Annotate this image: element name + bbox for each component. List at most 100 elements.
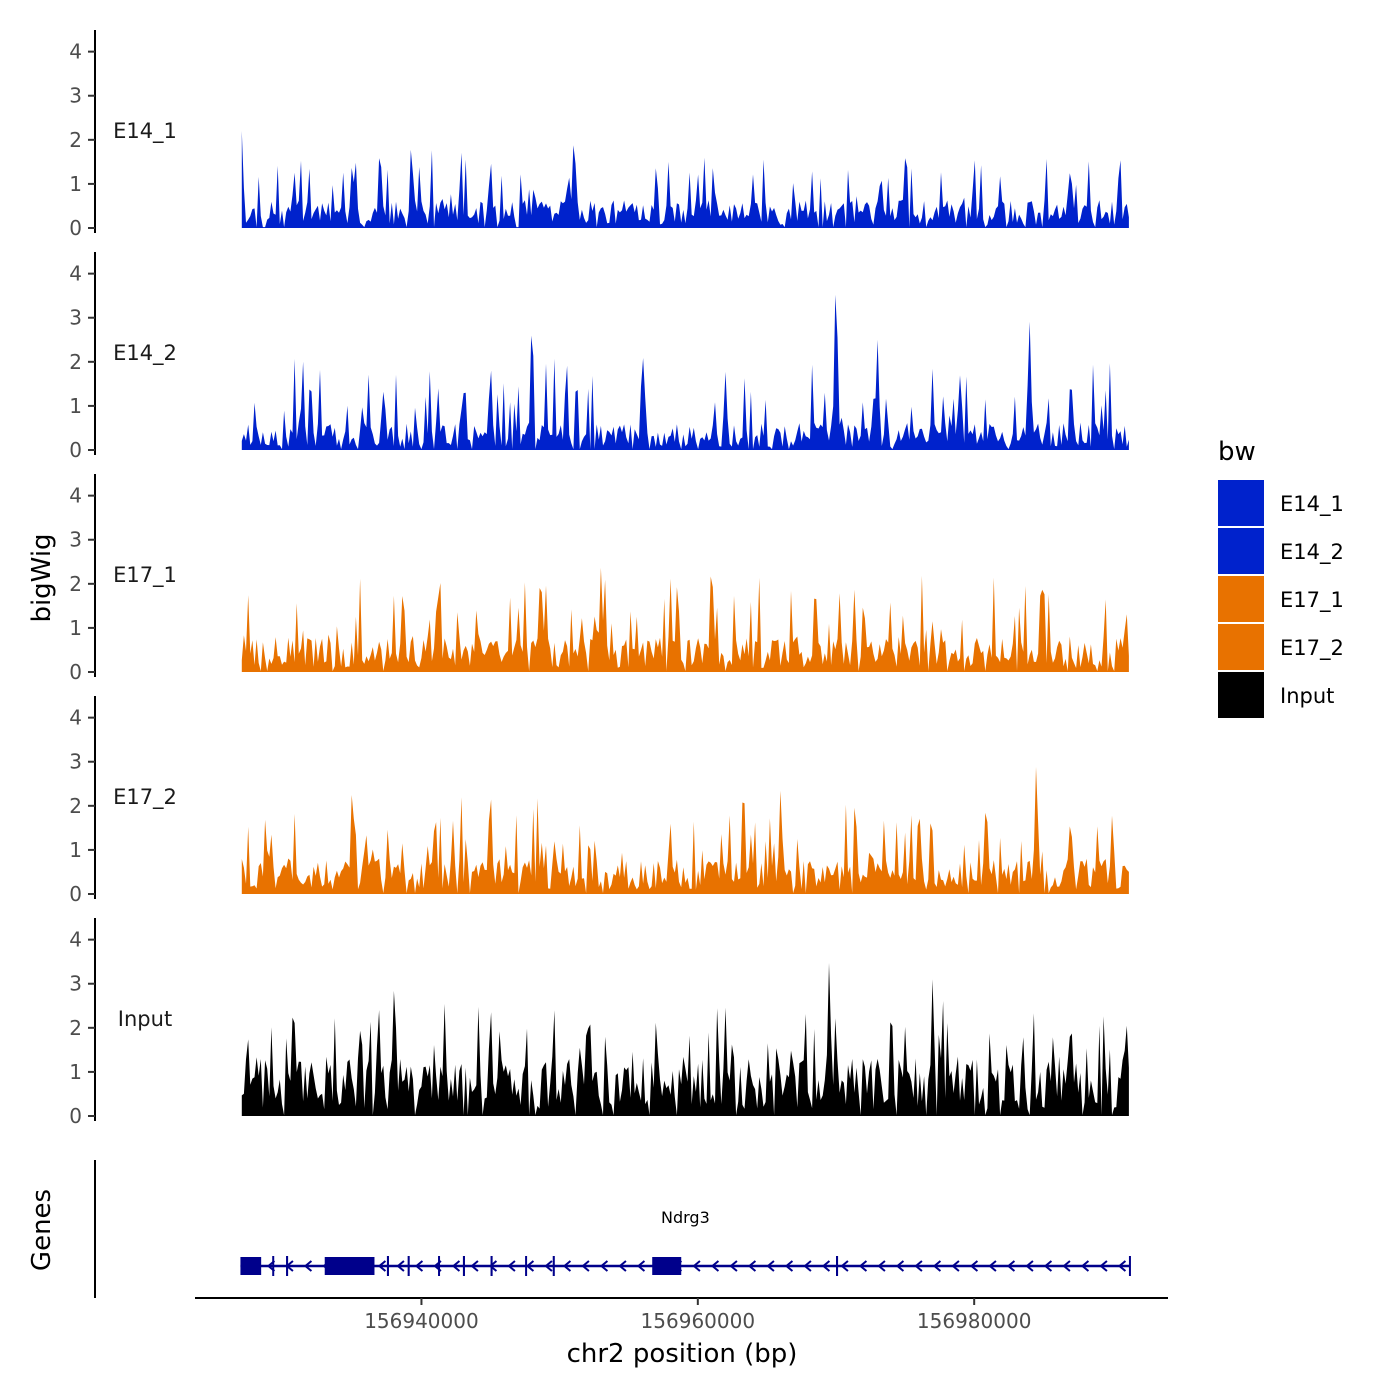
strand-arrow [1025,1260,1034,1272]
strand-arrow [1062,1260,1071,1272]
strand-arrow [932,1260,942,1272]
strand-arrow [303,1260,313,1272]
strand-arrow [451,1260,461,1272]
y-tick-label: 3 [69,306,82,330]
y-tick-label: 4 [69,40,82,64]
exon [272,1256,275,1276]
strand-arrow [840,1260,849,1272]
track-label: E14_1 [113,119,177,144]
track-e14-2: 0 1 2 3 4 E14_2 [69,252,1129,462]
track-label: E17_1 [113,563,177,588]
strand-arrow [525,1260,535,1272]
strand-arrow [988,1260,997,1272]
strand-arrow [951,1260,960,1272]
legend-swatch-input [1218,672,1264,718]
legend-label: E14_1 [1280,492,1344,517]
y-tick-label: 3 [69,528,82,552]
strand-arrow [562,1260,572,1272]
strand-arrow [784,1260,794,1272]
track-e17-2: 0 1 2 3 4 E17_2 [69,696,1129,906]
strand-arrow [507,1260,516,1272]
x-tick-label: 156940000 [364,1309,479,1333]
exon [525,1256,528,1276]
strand-arrow [599,1260,609,1272]
legend-swatch-e14-2 [1218,528,1264,574]
x-axis: 156940000 156960000 156980000 [195,1297,1168,1333]
y-tick-label: 2 [69,128,82,152]
strand-arrow [729,1260,738,1272]
track-e14-1: 0 1 2 3 4 E14_1 [69,30,1129,240]
legend-title: bw [1218,437,1256,467]
y-tick-label: 2 [69,794,82,818]
legend: bw E14_1 E14_2 E17_1 E17_2 Input [1218,437,1344,718]
legend-label: E17_2 [1280,636,1344,661]
legend-label: E14_2 [1280,540,1344,565]
y-tick-label: 0 [69,660,82,684]
track-label: Input [118,1007,172,1031]
y-tick-label: 0 [69,216,82,240]
exon [286,1256,289,1276]
y-tick-label: 4 [69,262,82,286]
y-tick-label: 0 [69,438,82,462]
exon [1128,1256,1131,1276]
strand-arrow [396,1260,405,1272]
strand-arrow [747,1260,757,1272]
strand-arrow [1080,1260,1090,1272]
strand-arrow [1043,1260,1053,1272]
exon [490,1256,493,1276]
y-tick-label: 1 [69,616,82,640]
track-label: E17_2 [113,785,177,810]
strand-arrow [1006,1260,1016,1272]
y-tick-label: 2 [69,1016,82,1040]
strand-arrow [377,1260,387,1272]
signal-area-e17-2 [241,766,1129,894]
strand-arrow [858,1260,868,1272]
strand-arrow [544,1260,553,1272]
strand-arrow [1099,1260,1108,1272]
strand-arrow [636,1260,646,1272]
y-axis-title: bigWig [27,533,57,622]
y-tick-label: 3 [69,750,82,774]
y-tick-label: 0 [69,1104,82,1128]
signal-area-e14-1 [241,131,1129,228]
strand-arrow [488,1260,498,1272]
gene-name-label: Ndrg3 [661,1208,710,1227]
track-label: E14_2 [113,341,177,366]
y-tick-label: 1 [69,172,82,196]
strand-arrow [877,1260,886,1272]
strand-arrow [803,1260,812,1272]
gene-track-title: Genes [27,1189,57,1271]
y-tick-label: 2 [69,350,82,374]
track-input: 0 1 2 3 4 Input [69,918,1129,1128]
legend-swatch-e17-1 [1218,576,1264,622]
y-tick-label: 4 [69,484,82,508]
strand-arrow [581,1260,590,1272]
y-tick-label: 1 [69,838,82,862]
exon [407,1256,410,1276]
legend-label: Input [1280,684,1334,708]
legend-swatch-e17-2 [1218,624,1264,670]
bigwig-tracks: 0 1 2 3 4 E14_1 0 1 2 3 4 E14_2 0 1 2 3 4 E17_1 0 1 2 3 4 E17_2… [69,30,1129,1128]
exon [462,1256,465,1276]
exon [240,1257,262,1275]
exon [552,1256,555,1276]
y-tick-label: 3 [69,84,82,108]
strand-arrow [414,1260,424,1272]
y-tick-label: 3 [69,972,82,996]
exon [386,1256,389,1276]
signal-area-input [241,962,1129,1116]
exon [652,1257,682,1275]
strand-arrow [895,1260,905,1272]
x-tick-label: 156980000 [917,1309,1032,1333]
y-tick-label: 0 [69,882,82,906]
strand-arrow [1117,1260,1127,1272]
y-tick-label: 2 [69,572,82,596]
strand-arrow [914,1260,923,1272]
y-tick-label: 4 [69,706,82,730]
exon [836,1256,839,1276]
exon [438,1256,441,1276]
y-tick-label: 4 [69,928,82,952]
strand-arrow [692,1260,701,1272]
gene-track: Ndrg3 [94,1160,1131,1298]
